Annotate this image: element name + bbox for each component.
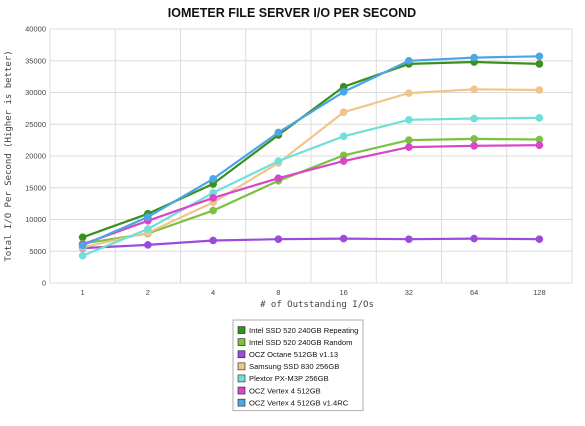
data-point bbox=[535, 141, 544, 150]
series-line bbox=[81, 137, 541, 245]
data-point bbox=[535, 114, 544, 122]
y-tick-label: 25000 bbox=[25, 120, 46, 129]
series-line bbox=[81, 60, 541, 239]
data-point bbox=[470, 141, 478, 150]
legend-swatch bbox=[237, 326, 246, 334]
data-point bbox=[209, 175, 217, 183]
x-tick-label: 32 bbox=[405, 288, 413, 297]
series-line bbox=[81, 237, 541, 250]
y-tick-label: 40000 bbox=[25, 25, 46, 34]
data-point bbox=[405, 235, 413, 244]
data-point bbox=[535, 52, 544, 61]
x-tick-label: 1 bbox=[81, 288, 85, 297]
data-point bbox=[535, 86, 544, 94]
y-tick-label: 0 bbox=[42, 279, 46, 288]
y-tick-label: 15000 bbox=[25, 183, 46, 192]
x-tick-label: 8 bbox=[276, 288, 280, 297]
data-point bbox=[78, 251, 87, 260]
legend-entry: OCZ Octane 512GB v1.13 bbox=[249, 350, 338, 359]
data-point bbox=[339, 132, 348, 141]
legend-box bbox=[232, 319, 364, 412]
y-tick-label: 30000 bbox=[25, 88, 46, 97]
legend-entry: Samsung SSD 830 256GB bbox=[249, 362, 339, 371]
data-point bbox=[535, 235, 544, 244]
legend-entry: Intel SSD 520 240GB Repeating bbox=[249, 326, 358, 335]
series-line bbox=[81, 116, 541, 257]
data-point bbox=[339, 234, 348, 243]
data-point bbox=[274, 235, 283, 244]
data-point bbox=[144, 241, 152, 249]
x-axis-label: # of Outstanding I/Os bbox=[260, 300, 374, 310]
y-tick-label: 35000 bbox=[25, 56, 46, 65]
data-point bbox=[144, 225, 152, 233]
data-point bbox=[78, 241, 87, 250]
data-point bbox=[274, 174, 283, 183]
data-point bbox=[209, 236, 217, 245]
x-tick-label: 128 bbox=[533, 288, 546, 297]
data-point bbox=[209, 194, 217, 202]
data-point bbox=[405, 115, 413, 124]
legend-entry: Intel SSD 520 240GB Random bbox=[249, 338, 352, 347]
y-tick-label: 10000 bbox=[25, 215, 46, 224]
data-point bbox=[405, 143, 413, 151]
x-tick-label: 4 bbox=[211, 288, 215, 297]
x-tick-label: 16 bbox=[339, 288, 347, 297]
legend-swatch bbox=[237, 386, 246, 395]
data-point bbox=[405, 89, 413, 97]
data-point bbox=[535, 60, 544, 68]
series-6 bbox=[78, 52, 544, 250]
chart-title: IOMETER FILE SERVER I/O PER SECOND bbox=[168, 6, 416, 20]
data-point bbox=[339, 88, 348, 96]
data-point bbox=[339, 157, 348, 165]
y-axis-label: Total I/O Per Second (Higher is better) bbox=[4, 50, 14, 261]
x-tick-label: 2 bbox=[146, 288, 150, 297]
series-line bbox=[81, 144, 541, 246]
data-point bbox=[405, 56, 413, 65]
legend-swatch bbox=[237, 350, 246, 359]
legend-swatch bbox=[237, 338, 246, 346]
data-point bbox=[470, 85, 478, 94]
legend-swatch bbox=[237, 374, 246, 383]
data-point bbox=[274, 128, 283, 137]
data-point bbox=[470, 114, 478, 123]
y-tick-label: 5000 bbox=[29, 247, 46, 256]
x-tick-label: 64 bbox=[470, 288, 478, 297]
series-4 bbox=[78, 114, 544, 260]
legend: Intel SSD 520 240GB Repeating Intel SSD 5… bbox=[232, 319, 364, 412]
legend-entry: OCZ Vertex 4 512GB v1.4RC bbox=[249, 398, 349, 407]
legend-swatch bbox=[237, 362, 246, 371]
series-layer bbox=[78, 52, 544, 260]
legend-entry: Plextor PX-M3P 256GB bbox=[249, 374, 329, 383]
data-point bbox=[339, 108, 348, 117]
axes: 0 5000 10000 15000 20000 25000 30000 35000 40000… bbox=[25, 25, 545, 297]
data-point bbox=[274, 157, 283, 165]
data-point bbox=[470, 53, 478, 62]
y-tick-label: 20000 bbox=[25, 152, 46, 161]
legend-swatch bbox=[237, 398, 246, 407]
data-point bbox=[470, 234, 478, 243]
data-point bbox=[470, 135, 478, 143]
series-line bbox=[81, 88, 541, 249]
data-point bbox=[144, 213, 152, 221]
data-point bbox=[209, 206, 217, 215]
data-point bbox=[405, 136, 413, 144]
legend-entry: OCZ Vertex 4 512GB bbox=[249, 386, 321, 395]
series-line bbox=[81, 55, 541, 247]
